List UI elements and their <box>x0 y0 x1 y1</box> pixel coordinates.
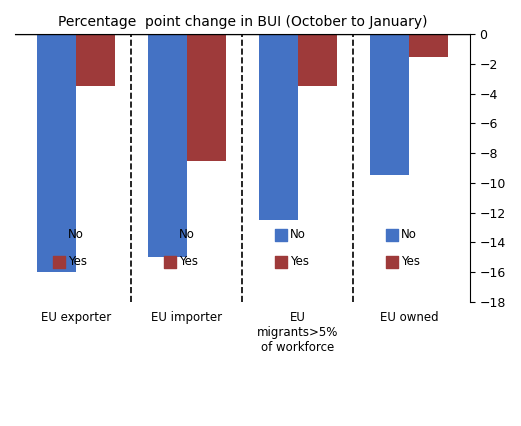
Bar <box>409 35 448 57</box>
Point <box>166 231 174 238</box>
Bar <box>148 35 187 257</box>
Point <box>55 258 63 265</box>
Point <box>55 231 63 238</box>
Text: EU owned: EU owned <box>380 311 438 324</box>
Text: Yes: Yes <box>290 255 308 268</box>
Text: EU
migrants>5%
of workforce: EU migrants>5% of workforce <box>257 311 339 354</box>
Text: Yes: Yes <box>68 255 86 268</box>
Text: EU exporter: EU exporter <box>41 311 111 324</box>
Bar <box>259 35 298 220</box>
Bar <box>37 35 76 272</box>
Text: No: No <box>290 228 305 242</box>
Point <box>388 258 396 265</box>
Bar <box>187 35 226 161</box>
Bar <box>76 35 115 86</box>
Point <box>388 231 396 238</box>
Point <box>277 258 285 265</box>
Text: Yes: Yes <box>179 255 197 268</box>
Point <box>277 231 285 238</box>
Title: Percentage  point change in BUI (October to January): Percentage point change in BUI (October … <box>58 15 427 29</box>
Bar <box>370 35 409 176</box>
Text: No: No <box>179 228 194 242</box>
Text: Yes: Yes <box>401 255 419 268</box>
Bar <box>298 35 337 86</box>
Text: No: No <box>401 228 416 242</box>
Text: No: No <box>68 228 83 242</box>
Point <box>166 258 174 265</box>
Text: EU importer: EU importer <box>152 311 222 324</box>
